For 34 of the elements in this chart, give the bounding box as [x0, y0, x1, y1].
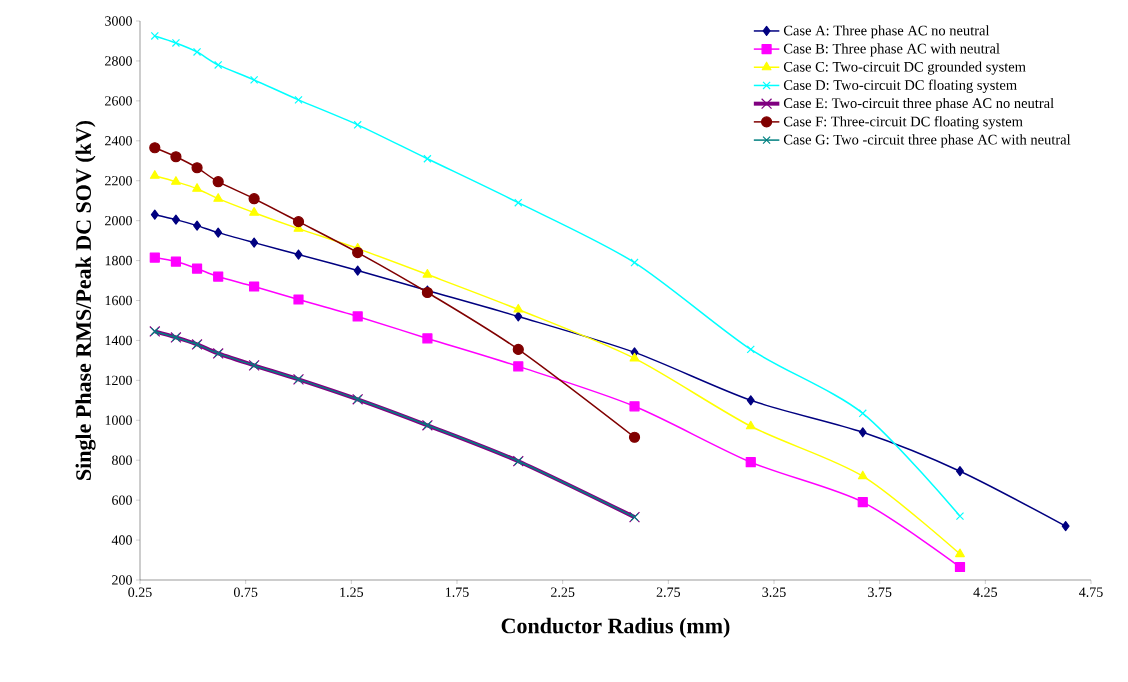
y-tick-label: 800	[112, 455, 132, 465]
y-tick-label: 1400	[105, 335, 132, 346]
y-tick-label: 600	[112, 495, 132, 505]
legend-label: Case D: Two-circuit DC floating system	[783, 79, 1017, 93]
legend-label: Case F: Three-circuit DC floating system	[783, 116, 1023, 130]
legend-label: Case G: Two -circuit three phase AC with neutral	[783, 134, 1071, 148]
x-tick-label: 0.25	[128, 587, 152, 598]
legend-label: Case C: Two-circuit DC grounded system	[783, 61, 1026, 75]
x-tick-label: 4.25	[973, 587, 998, 597]
y-tick-label: 2400	[105, 136, 132, 146]
x-tick-label: 3.25	[762, 587, 786, 597]
y-tick-label: 1200	[105, 375, 132, 386]
y-tick-label: 200	[112, 575, 132, 585]
x-tick-label: 1.75	[445, 587, 469, 597]
y-tick-label: 2000	[105, 215, 132, 226]
x-tick-label: 1.25	[340, 587, 364, 597]
x-tick-label: 2.75	[656, 587, 681, 597]
y-tick-label: 400	[111, 535, 132, 545]
y-tick-label: 2800	[105, 56, 132, 66]
y-tick-label: 1000	[105, 415, 132, 426]
legend-label: Case E: Two-circuit three phase AC no neutral	[783, 97, 1054, 112]
legend-label: Case A: Three phase AC no neutral	[783, 25, 990, 39]
y-axis-title: Single Phase RMS/Peak DC SOV (kV)	[75, 120, 96, 480]
x-axis-title: Conductor Radius (mm)	[501, 617, 730, 638]
y-tick-label: 2200	[105, 175, 132, 186]
x-tick-label: 0.75	[233, 587, 258, 598]
y-tick-label: 3000	[105, 16, 132, 26]
x-tick-label: 4.75	[1079, 587, 1103, 597]
x-tick-label: 2.25	[551, 587, 575, 597]
y-tick-label: 2600	[105, 96, 132, 106]
y-tick-label: 1800	[105, 255, 132, 266]
legend-label: Case B: Three phase AC with neutral	[783, 43, 1000, 57]
y-tick-label: 1600	[105, 295, 132, 306]
x-tick-label: 3.75	[868, 587, 892, 597]
